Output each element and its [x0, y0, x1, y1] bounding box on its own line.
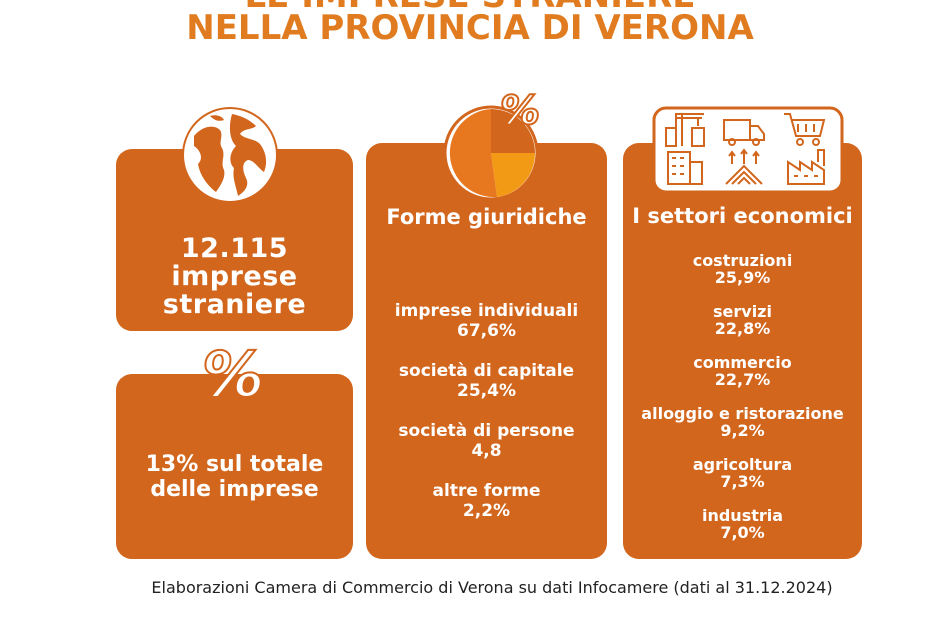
card-forme-giuridiche: Forme giuridiche imprese individuali 67,…	[366, 143, 607, 559]
title-line-1: LE IMPRESE STRANIERE	[0, 0, 940, 16]
settori-item-value: 7,3%	[720, 472, 765, 491]
farm-field-icon	[725, 148, 763, 185]
settori-item-label: servizi	[713, 302, 772, 321]
card-imprese: 12.115 imprese straniere	[116, 149, 353, 331]
forme-item-value: 4,8	[471, 441, 502, 461]
settori-item-label: costruzioni	[692, 251, 793, 270]
settori-item-label: agricoltura	[692, 455, 793, 474]
settori-item-value: 7,0%	[720, 523, 765, 542]
forme-item-value: 67,6%	[457, 321, 516, 341]
building-icon	[667, 151, 703, 185]
sector-icons-panel	[652, 106, 844, 194]
settori-item-value: 22,8%	[714, 319, 771, 338]
forme-item-label: altre forme	[432, 481, 541, 501]
settori-item-value: 9,2%	[720, 421, 765, 440]
settori-item-value: 22,7%	[714, 370, 771, 389]
imprese-label: imprese	[171, 261, 298, 292]
settori-item-label: commercio	[693, 353, 792, 372]
truck-icon	[723, 119, 765, 146]
settori-item-value: 25,9%	[714, 268, 771, 287]
imprese-number: 12.115	[180, 233, 289, 264]
forme-item-label: società di persone	[398, 421, 575, 441]
forme-item-value: 25,4%	[457, 381, 516, 401]
shopping-cart-icon	[784, 113, 826, 146]
imprese-label-2: straniere	[162, 289, 307, 320]
forme-heading: Forme giuridiche	[386, 205, 587, 229]
card-settori: I settori economici costruzioni 25,9% se…	[623, 143, 862, 559]
construction-icon	[665, 113, 705, 147]
settori-heading: I settori economici	[632, 204, 853, 228]
percent-icon: %	[201, 338, 265, 411]
quota-line-2: delle imprese	[150, 477, 319, 502]
forme-item-label: imprese individuali	[394, 301, 579, 321]
globe-icon	[182, 107, 278, 203]
title-line-2: NELLA PROVINCIA DI VERONA	[186, 8, 754, 48]
footer-source: Elaborazioni Camera di Commercio di Vero…	[151, 578, 833, 597]
card-quota: 13% sul totale delle imprese	[116, 374, 353, 559]
pie-percent-icon: %	[499, 87, 541, 135]
forme-item-label: società di capitale	[398, 361, 575, 381]
settori-item-label: industria	[701, 506, 784, 525]
pie-chart-icon	[443, 105, 539, 200]
factory-icon	[787, 149, 825, 185]
settori-item-label: alloggio e ristorazione	[641, 404, 844, 423]
forme-item-value: 2,2%	[462, 501, 511, 521]
quota-line-1: 13% sul totale	[145, 452, 324, 477]
